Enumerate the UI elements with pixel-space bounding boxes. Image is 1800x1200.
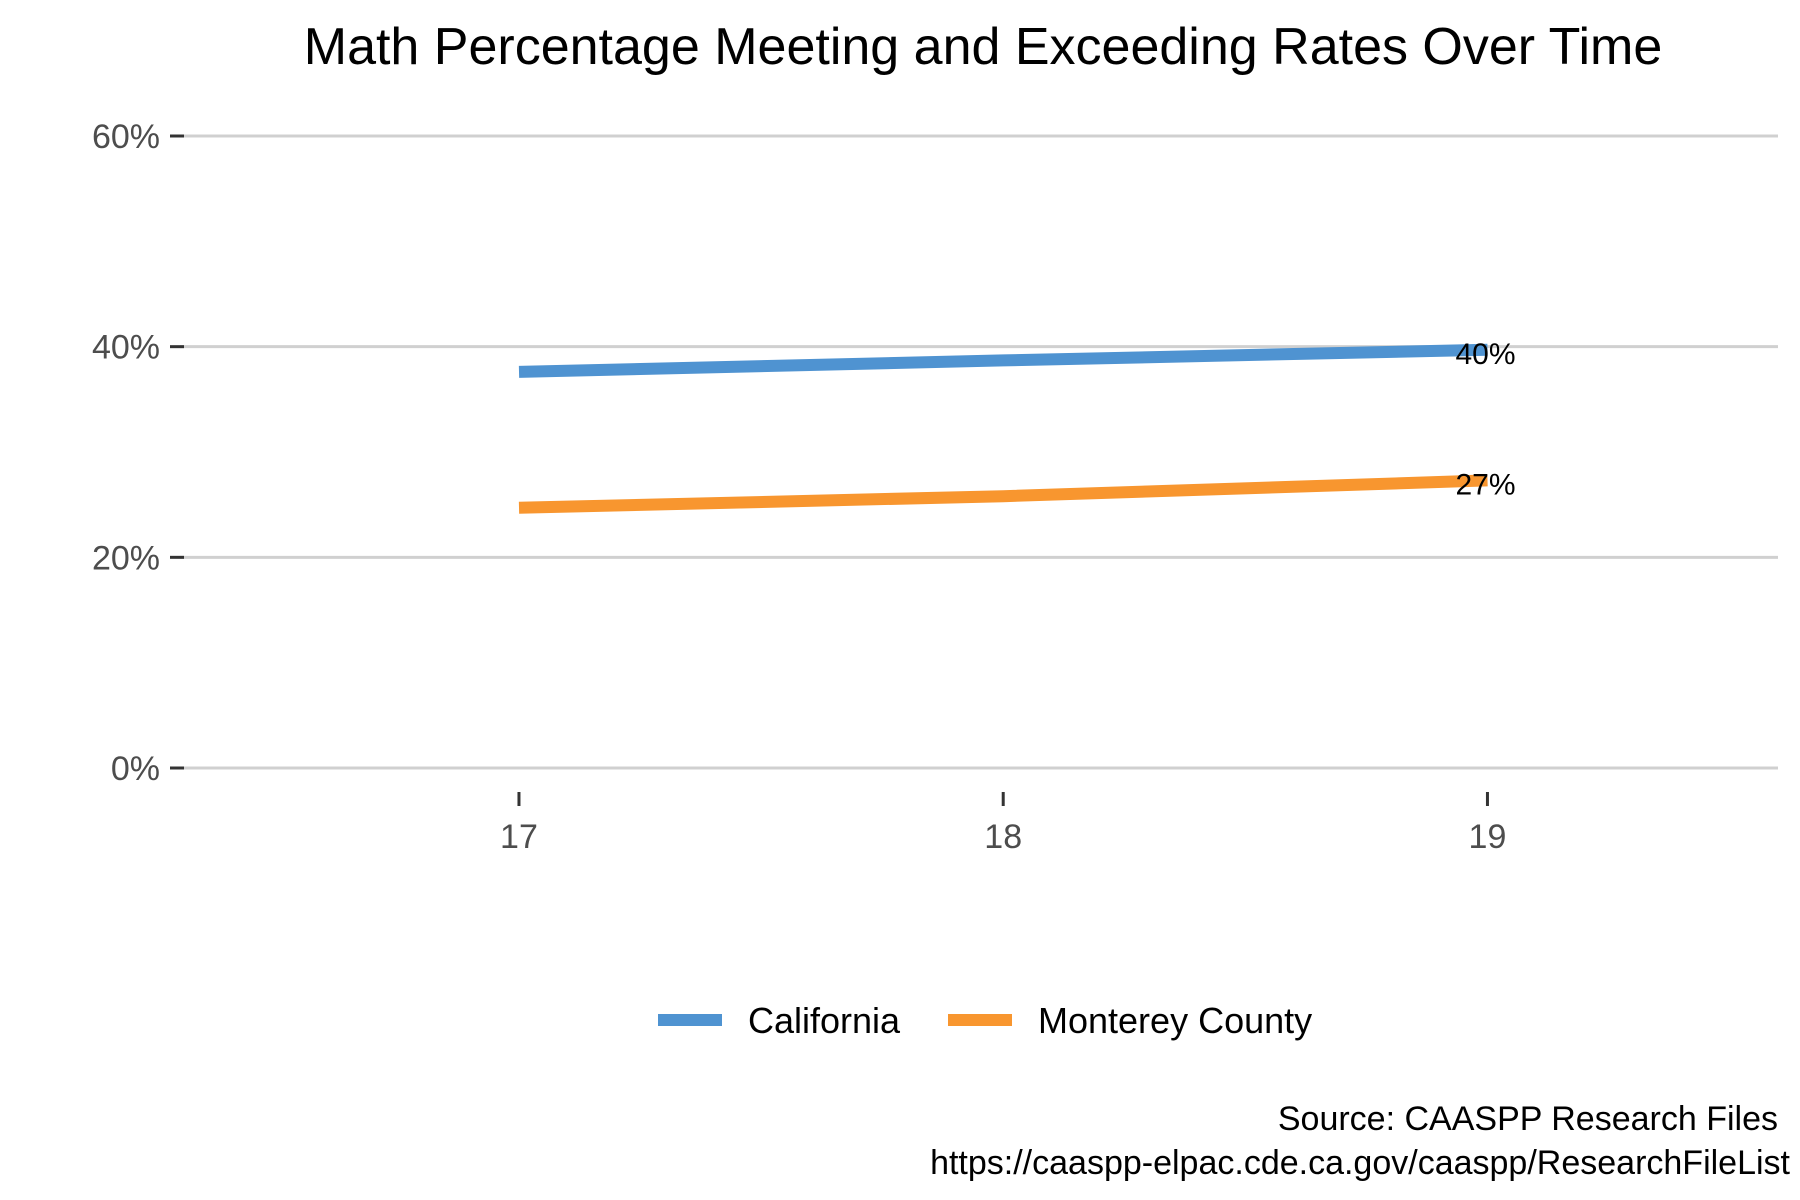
y-axis: 0% 20% 40% 60%: [92, 118, 184, 788]
series-line-monterey-county: [518, 474, 1488, 514]
series-lines: [518, 343, 1488, 514]
x-axis: 17 18 19: [500, 792, 1506, 856]
legend: California Monterey County: [658, 1000, 1312, 1041]
chart-title: Math Percentage Meeting and Exceeding Ra…: [304, 18, 1663, 76]
legend-label-monterey-county: Monterey County: [1038, 1000, 1312, 1041]
x-tick-label-18: 18: [984, 818, 1022, 856]
series-line-california: [518, 343, 1488, 378]
y-tick-label-0: 0%: [111, 750, 160, 788]
caption-source: Source: CAASPP Research Files: [1278, 1100, 1778, 1138]
data-labels: 40% 27%: [1455, 338, 1515, 502]
gridlines: [180, 134, 1778, 770]
x-tick-label-19: 19: [1469, 818, 1507, 856]
data-label-california: 40%: [1455, 338, 1515, 371]
y-tick-label-40: 40%: [92, 329, 160, 367]
legend-label-california: California: [748, 1000, 901, 1041]
data-label-monterey-county: 27%: [1455, 468, 1515, 501]
caption-url: https://caaspp-elpac.cde.ca.gov/caaspp/R…: [930, 1144, 1790, 1182]
x-tick-label-17: 17: [500, 818, 538, 856]
y-tick-label-20: 20%: [92, 539, 160, 577]
y-tick-label-60: 60%: [92, 118, 160, 156]
source-caption: Source: CAASPP Research Files https://ca…: [930, 1100, 1790, 1182]
